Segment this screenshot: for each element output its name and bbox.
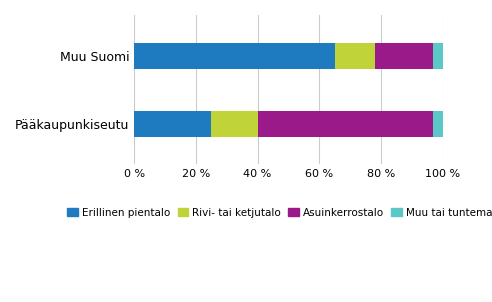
Bar <box>433 43 442 69</box>
Bar <box>257 111 433 137</box>
Bar <box>134 111 211 137</box>
Legend: Erillinen pientalo, Rivi- tai ketjutalo, Asuinkerrostalo, Muu tai tuntematon: Erillinen pientalo, Rivi- tai ketjutalo,… <box>63 204 492 222</box>
Bar <box>335 43 375 69</box>
Bar <box>375 43 433 69</box>
Bar <box>433 111 442 137</box>
Bar <box>134 43 335 69</box>
Bar <box>211 111 257 137</box>
